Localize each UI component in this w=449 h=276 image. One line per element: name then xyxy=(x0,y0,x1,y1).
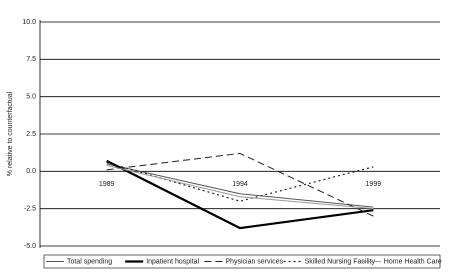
y-axis-label: % relative to counterfactual xyxy=(7,91,14,176)
x-tick-label: 1999 xyxy=(366,181,382,188)
series-line xyxy=(106,152,374,217)
x-tick-label: 1989 xyxy=(99,181,115,188)
series-line xyxy=(106,163,374,208)
legend-box xyxy=(43,254,441,269)
y-tick-label: 5.0 xyxy=(26,94,36,101)
series-line xyxy=(106,164,374,210)
legend-label: Total spending xyxy=(67,258,112,265)
y-tick-label: -5.0 xyxy=(24,243,36,250)
legend-label: Home Health Care xyxy=(384,258,442,265)
y-tick-label: 7.5 xyxy=(26,56,36,63)
legend-label: Inpatient hospital xyxy=(146,258,199,265)
legend-label: Physician services xyxy=(225,258,283,265)
y-tick-label: 2.5 xyxy=(26,131,36,138)
series-line xyxy=(106,159,374,230)
y-tick-label: 10.0 xyxy=(22,19,36,26)
y-tick-label: -2.5 xyxy=(24,206,36,213)
x-tick-label: 1994 xyxy=(232,181,248,188)
legend-label: Skilled Nursing Facility xyxy=(305,258,376,265)
y-tick-label: 0.0 xyxy=(26,168,36,175)
